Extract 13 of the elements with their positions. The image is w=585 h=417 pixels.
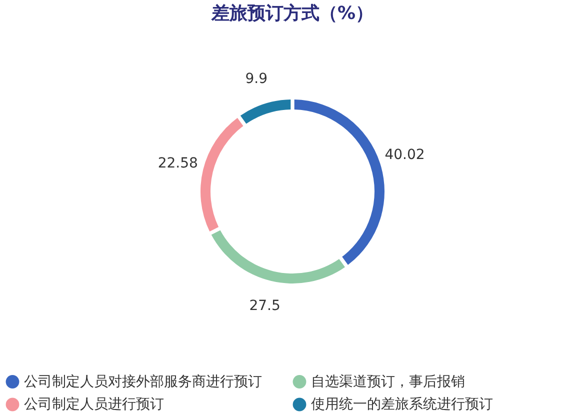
donut-slice bbox=[294, 100, 384, 265]
legend-label: 使用统一的差旅系统进行预订 bbox=[311, 396, 493, 412]
data-label: 27.5 bbox=[249, 298, 280, 314]
donut-slice bbox=[200, 118, 244, 232]
chart-title: 差旅预订方式（%） bbox=[210, 3, 374, 24]
legend-label: 公司制定人员进行预订 bbox=[24, 396, 164, 412]
legend-label: 公司制定人员对接外部服务商进行预订 bbox=[24, 374, 262, 390]
legend-label: 自选渠道预订，事后报销 bbox=[311, 374, 465, 390]
data-label: 22.58 bbox=[158, 156, 198, 172]
donut-slice bbox=[240, 100, 291, 124]
data-label: 9.9 bbox=[245, 71, 268, 88]
donut-slice bbox=[211, 230, 345, 284]
data-label: 40.02 bbox=[384, 147, 425, 164]
